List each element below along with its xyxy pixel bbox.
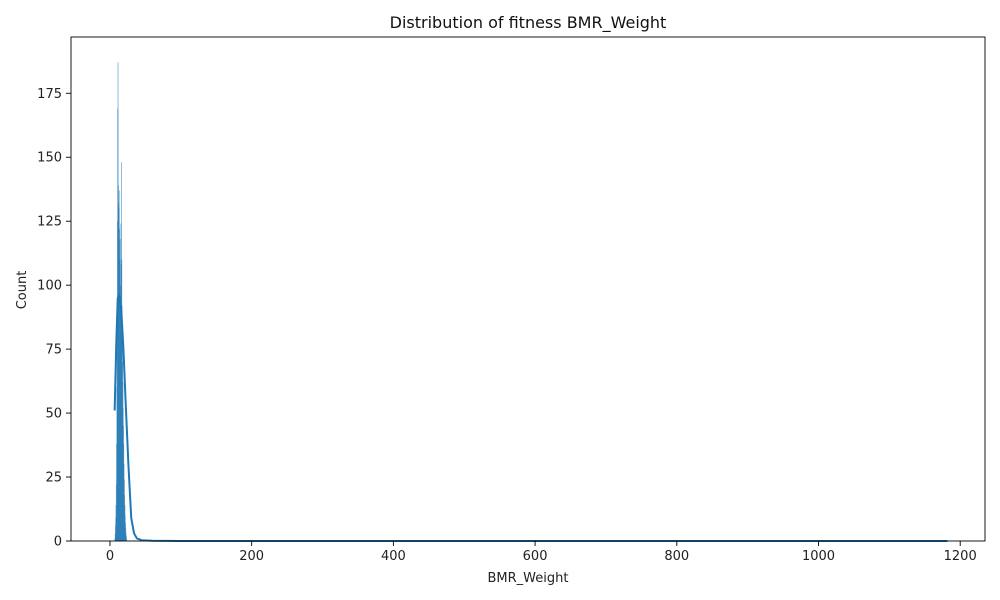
kde-line — [113, 294, 948, 542]
y-tick-label-4: 100 — [37, 279, 62, 294]
y-tick-label-7: 175 — [37, 87, 62, 102]
y-axis-label: Count — [15, 271, 30, 310]
y-tick-label-5: 125 — [37, 215, 62, 230]
y-tick-label-2: 50 — [45, 407, 62, 422]
x-tick-label-6: 1200 — [944, 549, 977, 564]
kde-curve-group — [113, 294, 948, 542]
y-tick-label-3: 75 — [45, 343, 62, 358]
x-tick-label-1: 200 — [239, 549, 264, 564]
x-tick-label-5: 1000 — [802, 549, 835, 564]
y-tick-label-6: 150 — [37, 151, 62, 166]
x-tick-label-0: 0 — [106, 549, 114, 564]
y-tick-label-0: 0 — [54, 535, 62, 550]
axes: 0 200 400 600 800 1000 1200 0 25 50 75 100 125 150 175 — [37, 36, 986, 564]
plot-frame — [70, 36, 986, 542]
x-tick-label-4: 800 — [664, 549, 689, 564]
x-tick-label-3: 600 — [523, 549, 548, 564]
x-tick-label-2: 400 — [381, 549, 406, 564]
y-tick-label-1: 25 — [45, 471, 62, 486]
x-axis-label: BMR_Weight — [488, 571, 569, 586]
chart-title: Distribution of fitness BMR_Weight — [390, 13, 667, 33]
histogram-bars — [114, 62, 128, 542]
